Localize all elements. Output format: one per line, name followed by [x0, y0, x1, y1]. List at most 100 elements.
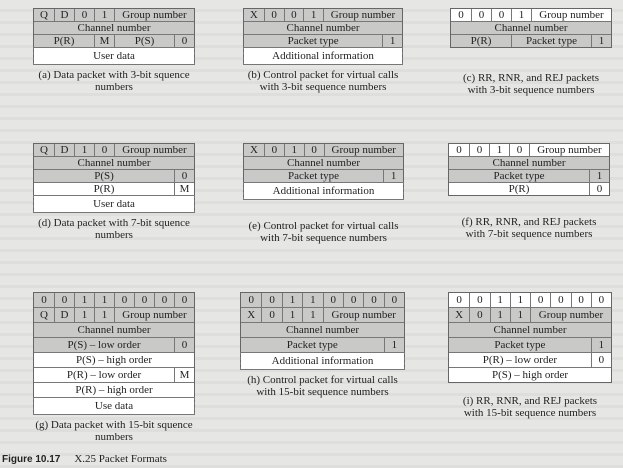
packet-row: Q D 1 0 Group number	[34, 144, 194, 156]
caption-line: with 7-bit sequence numbers	[260, 232, 387, 244]
field-cell: 0	[509, 144, 529, 156]
packet-row: Channel number	[244, 21, 402, 34]
packet-row: Packet type 1	[241, 337, 404, 352]
field-cell: Q	[40, 144, 48, 156]
packet-row: P(S) – high order	[34, 352, 194, 367]
field-cell: 0	[174, 35, 194, 47]
field-cell: Packet type	[286, 339, 338, 351]
caption-line: with 7-bit sequence numbers	[465, 228, 593, 240]
figure-title: X.25 Packet Formats	[74, 453, 167, 465]
field-cell: P(R) – low order	[66, 369, 142, 381]
packet-panel-c: 0 0 0 1 Group number Channel number P(R) Packet…	[450, 8, 612, 96]
packet-row: Packet type 1	[244, 169, 403, 182]
field-cell: Channel number	[286, 22, 360, 34]
field-cell: 0	[530, 293, 550, 307]
field-cell: 1	[74, 308, 94, 322]
packet-format-c: 0 0 0 1 Group number Channel number P(R) Packet…	[450, 8, 612, 48]
field-cell: 0	[41, 294, 47, 306]
packet-row: Channel number	[244, 156, 403, 169]
field-cell: 0	[261, 308, 281, 322]
field-cell: 1	[94, 293, 114, 307]
packet-panel-f: 0 0 1 0 Group number Channel number Packet typ…	[448, 143, 610, 240]
packet-row: Channel number	[34, 156, 194, 169]
packet-caption: (e) Control packet for virtual calls with…	[243, 220, 404, 244]
field-cell: 1	[383, 338, 404, 352]
field-cell: Q	[40, 9, 48, 21]
field-cell: 0	[94, 144, 114, 156]
packet-row: Channel number	[451, 21, 611, 34]
field-cell: Channel number	[285, 324, 359, 336]
field-cell: Channel number	[494, 22, 568, 34]
caption-line: (b) Control packet for virtual calls	[247, 69, 399, 81]
field-cell: P(R)	[470, 35, 492, 47]
packet-row: Packet type 1	[244, 34, 402, 47]
packet-row: User data	[33, 47, 195, 65]
field-cell: Group number	[323, 144, 404, 156]
packet-format-d: Q D 1 0 Group number Channel number P(S) 0 P(R) M…	[33, 143, 195, 213]
packet-caption: (g) Data packet with 15-bit squence numbe…	[33, 419, 195, 443]
packet-row: P(R) – high order	[34, 382, 194, 397]
field-cell: P(S)	[114, 35, 174, 47]
field-cell: M	[174, 368, 194, 382]
packet-row: Additional information	[243, 182, 404, 200]
field-cell: 0	[469, 144, 489, 156]
packet-panel-d: Q D 1 0 Group number Channel number P(S) 0 P(R) M…	[33, 143, 195, 241]
field-cell: 1	[74, 293, 94, 307]
packet-row: Channel number	[449, 322, 611, 337]
field-cell: 1	[489, 293, 510, 307]
field-cell: 1	[590, 338, 611, 352]
field-cell: Packet type	[288, 170, 340, 182]
packet-row: X 0 0 1 Group number	[244, 9, 402, 21]
caption-line: (d) Data packet with 7-bit squence	[38, 217, 190, 229]
field-cell: 0	[469, 293, 489, 307]
field-cell: 0	[471, 9, 491, 21]
field-cell: 1	[302, 293, 322, 307]
field-cell: 0	[469, 308, 489, 322]
field-cell: Channel number	[77, 324, 151, 336]
packet-row: P(S) – high order	[449, 367, 611, 382]
packet-caption: (b) Control packet for virtual calls with…	[243, 69, 403, 93]
field-cell: Group number	[531, 9, 611, 21]
field-cell: Channel number	[492, 157, 566, 169]
field-cell: P(S)	[94, 170, 114, 182]
field-cell: 0	[174, 293, 194, 307]
caption-line: with 15-bit sequence numbers	[256, 386, 389, 398]
packet-row: X 0 1 1 Group number	[241, 307, 404, 322]
field-cell: 0	[114, 293, 134, 307]
field-cell: 0	[383, 293, 404, 307]
field-cell: 1	[383, 170, 403, 182]
packet-row: P(R) M	[34, 182, 194, 195]
packet-row: Q D 1 1 Group number	[34, 307, 194, 322]
field-cell: 0	[322, 293, 343, 307]
field-cell: Packet type	[494, 339, 546, 351]
field-cell: Additional information	[272, 185, 375, 197]
field-cell: X	[455, 309, 464, 321]
packet-caption: (c) RR, RNR, and REJ packets with 3-bit s…	[450, 72, 612, 96]
field-cell: 1	[489, 308, 510, 322]
field-cell: 1	[281, 308, 302, 322]
field-cell: Q	[40, 309, 48, 321]
field-cell: 0	[263, 9, 284, 21]
field-cell: Channel number	[77, 22, 151, 34]
field-cell: P(S) – low order	[67, 339, 141, 351]
packet-caption: (i) RR, RNR, and REJ packets with 15-bit …	[448, 395, 612, 419]
field-cell: 1	[94, 9, 114, 21]
packet-row: X 0 1 1 Group number	[449, 307, 611, 322]
field-cell: Group number	[323, 9, 402, 21]
field-cell: P(R) – low order	[482, 354, 557, 366]
packet-row: Use data	[33, 397, 195, 415]
field-cell: 0	[491, 9, 511, 21]
field-cell: 0	[458, 9, 464, 21]
field-cell: P(R)	[53, 35, 75, 47]
field-cell: 0	[590, 293, 611, 307]
field-cell: 1	[303, 9, 323, 21]
packet-row: P(R) – low order M	[34, 367, 194, 382]
field-cell: User data	[93, 50, 135, 62]
field-cell: 1	[489, 144, 509, 156]
field-cell: Packet type	[287, 35, 339, 47]
field-cell: P(R) – high order	[75, 384, 153, 396]
field-cell: 0	[283, 9, 304, 21]
field-cell: Group number	[529, 144, 609, 156]
packet-panel-a: Q D 0 1 Group number Channel number P(R) M P(S) 0…	[33, 8, 195, 93]
